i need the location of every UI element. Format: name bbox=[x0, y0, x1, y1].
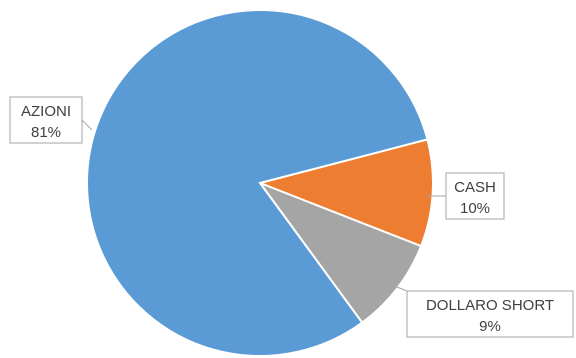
slice-category-label: CASH bbox=[454, 179, 496, 196]
callout-leader-line bbox=[81, 119, 93, 131]
callout-cash: CASH 10% bbox=[427, 172, 505, 220]
callout-azioni: AZIONI 81% bbox=[9, 96, 93, 144]
slice-category-label: DOLLARO SHORT bbox=[426, 297, 554, 314]
pie-slice-cash bbox=[256, 138, 434, 248]
callout-box bbox=[445, 172, 505, 220]
pie-callouts: CASH 10% DOLLARO SHORT 9% AZIONI 81% bbox=[9, 96, 574, 338]
callout-dollaro-short: DOLLARO SHORT 9% bbox=[391, 284, 574, 338]
pie-slice-azioni bbox=[86, 9, 429, 357]
callout-leader-line bbox=[391, 284, 408, 292]
slice-percent-label: 10% bbox=[460, 200, 490, 217]
slice-percent-label: 81% bbox=[31, 124, 61, 141]
slice-category-label: AZIONI bbox=[21, 103, 71, 120]
pie-slice-dollaro-short bbox=[257, 180, 423, 325]
pie-slices bbox=[86, 9, 434, 357]
callout-box bbox=[406, 290, 574, 338]
slice-percent-label: 9% bbox=[479, 318, 501, 335]
callout-box bbox=[9, 96, 83, 144]
